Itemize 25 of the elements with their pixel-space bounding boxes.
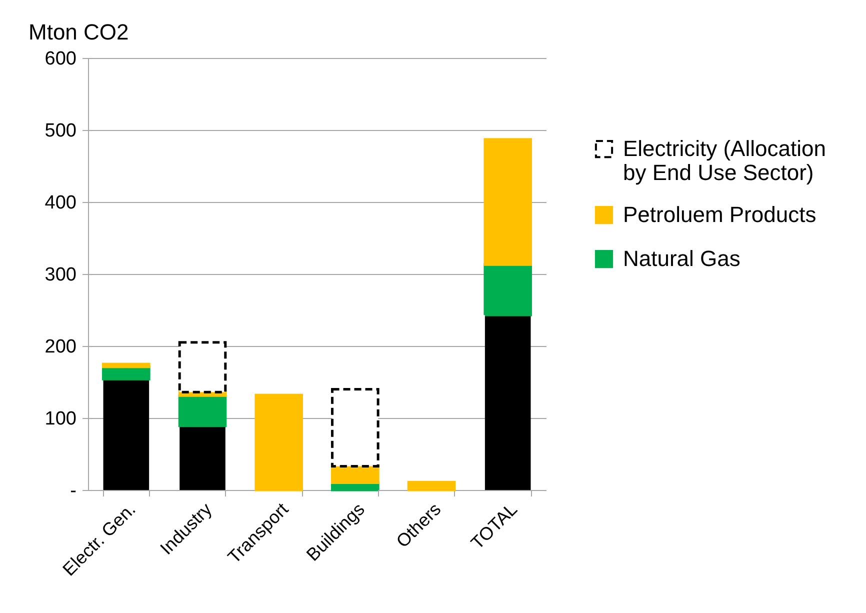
bar xyxy=(254,394,303,492)
bar xyxy=(178,341,227,394)
bar xyxy=(178,394,227,428)
y-tick-label: 600 xyxy=(44,48,76,70)
legend-label: Electricity (Allocation by End Use Sector) xyxy=(623,136,826,185)
bar xyxy=(331,482,380,492)
bar xyxy=(331,388,380,468)
bar xyxy=(103,379,150,490)
y-tick-label: 300 xyxy=(44,264,76,286)
y-tick-label: 500 xyxy=(44,120,76,142)
bar xyxy=(102,366,150,380)
y-tick-label: 100 xyxy=(44,408,76,430)
y-tick-label: 200 xyxy=(44,336,76,358)
legend-label: Petroluem Products xyxy=(623,202,816,227)
bar xyxy=(180,426,226,490)
legend-label: Natural Gas xyxy=(623,246,740,271)
bar xyxy=(484,263,532,316)
bar xyxy=(484,138,532,266)
bar xyxy=(407,480,456,492)
bar xyxy=(484,315,531,490)
y-tick-label: - xyxy=(70,480,76,502)
bar xyxy=(331,464,380,484)
y-axis-title: Mton CO2 xyxy=(28,20,129,44)
bar xyxy=(102,362,150,368)
y-tick-label: 400 xyxy=(44,192,76,214)
